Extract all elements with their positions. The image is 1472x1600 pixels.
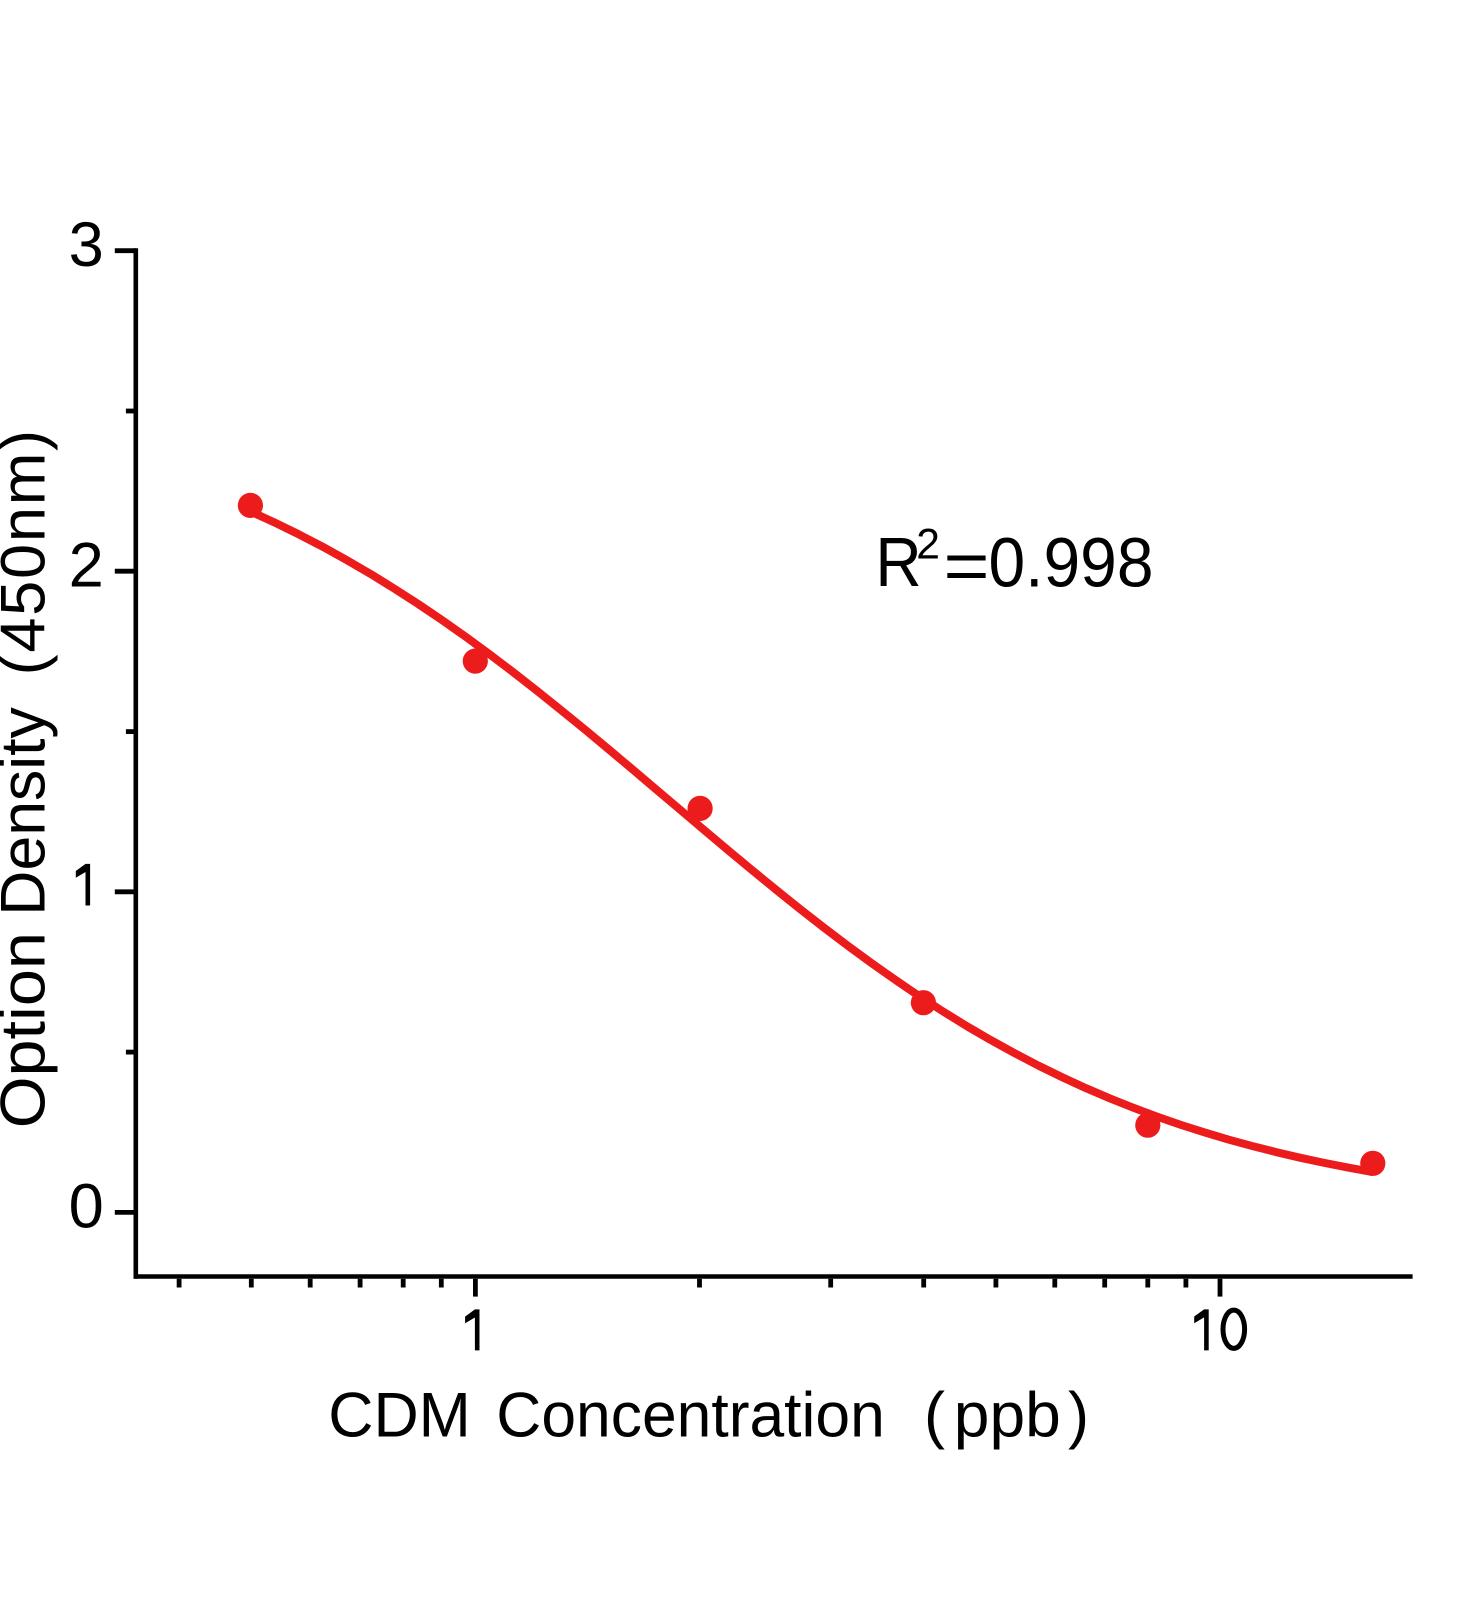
svg-text:Density: Density	[0, 707, 59, 916]
svg-text:(450nm): (450nm)	[0, 430, 59, 676]
svg-text:=: =	[944, 527, 990, 605]
svg-text:2: 2	[916, 520, 940, 568]
svg-text:Option: Option	[0, 932, 59, 1128]
svg-text:(: (	[924, 1381, 945, 1451]
svg-text:2: 2	[69, 530, 104, 600]
svg-text:0.998: 0.998	[989, 524, 1154, 602]
svg-text:Concentration: Concentration	[496, 1381, 885, 1451]
svg-text:ppb: ppb	[954, 1381, 1061, 1451]
svg-text:R: R	[875, 523, 921, 601]
svg-text:CDM: CDM	[328, 1381, 471, 1451]
svg-text:3: 3	[69, 210, 104, 280]
svg-text:0: 0	[69, 1172, 104, 1242]
svg-text:): )	[1068, 1381, 1089, 1451]
